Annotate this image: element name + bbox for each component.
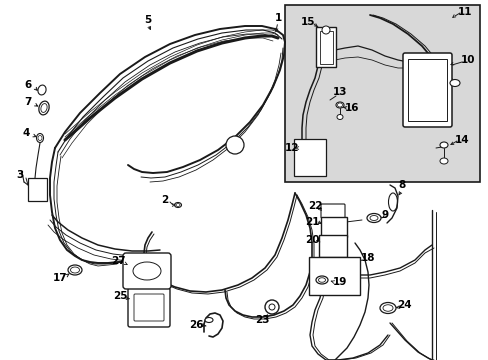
Ellipse shape <box>449 80 459 86</box>
Text: 24: 24 <box>396 300 410 310</box>
Ellipse shape <box>382 305 392 311</box>
Ellipse shape <box>336 114 342 120</box>
Circle shape <box>268 304 274 310</box>
Text: 5: 5 <box>144 15 151 25</box>
Text: 16: 16 <box>344 103 359 113</box>
Text: 17: 17 <box>53 273 67 283</box>
Ellipse shape <box>335 102 343 108</box>
FancyBboxPatch shape <box>27 177 46 201</box>
Ellipse shape <box>337 103 342 107</box>
Text: 6: 6 <box>24 80 32 90</box>
Circle shape <box>321 26 329 34</box>
FancyBboxPatch shape <box>318 235 346 257</box>
Text: 2: 2 <box>161 195 168 205</box>
FancyBboxPatch shape <box>407 59 446 121</box>
Ellipse shape <box>176 203 180 207</box>
Text: 4: 4 <box>22 128 30 138</box>
Text: 18: 18 <box>360 253 374 263</box>
Ellipse shape <box>39 101 49 115</box>
Text: 12: 12 <box>284 143 299 153</box>
Text: 13: 13 <box>332 87 346 97</box>
Ellipse shape <box>379 302 395 314</box>
Ellipse shape <box>315 276 327 284</box>
FancyBboxPatch shape <box>308 256 359 294</box>
Text: 20: 20 <box>304 235 319 245</box>
Ellipse shape <box>70 267 80 273</box>
Text: 26: 26 <box>188 320 203 330</box>
Ellipse shape <box>38 135 42 140</box>
Ellipse shape <box>439 158 447 164</box>
Bar <box>285 5 479 182</box>
Ellipse shape <box>38 85 46 95</box>
Text: 14: 14 <box>454 135 468 145</box>
Ellipse shape <box>204 318 213 323</box>
FancyBboxPatch shape <box>319 31 332 63</box>
FancyBboxPatch shape <box>293 139 325 176</box>
Text: 3: 3 <box>16 170 23 180</box>
Text: 27: 27 <box>110 256 125 266</box>
FancyBboxPatch shape <box>134 294 163 321</box>
FancyBboxPatch shape <box>315 27 335 67</box>
Text: 1: 1 <box>274 13 281 23</box>
Text: 25: 25 <box>113 291 127 301</box>
Ellipse shape <box>41 104 47 112</box>
Ellipse shape <box>133 262 161 280</box>
FancyBboxPatch shape <box>320 217 346 237</box>
Circle shape <box>264 300 279 314</box>
Ellipse shape <box>439 142 447 148</box>
Text: 11: 11 <box>457 7 471 17</box>
Ellipse shape <box>366 213 380 222</box>
Ellipse shape <box>174 202 181 207</box>
Text: 21: 21 <box>304 217 319 227</box>
FancyBboxPatch shape <box>128 288 170 327</box>
Text: 9: 9 <box>381 210 388 220</box>
Ellipse shape <box>37 134 43 143</box>
Text: 19: 19 <box>332 277 346 287</box>
FancyBboxPatch shape <box>402 53 451 127</box>
Text: 7: 7 <box>24 97 32 107</box>
FancyBboxPatch shape <box>123 253 171 289</box>
Text: 23: 23 <box>254 315 269 325</box>
Ellipse shape <box>68 265 82 275</box>
Text: 8: 8 <box>398 180 405 190</box>
Text: 15: 15 <box>300 17 315 27</box>
Ellipse shape <box>318 278 325 282</box>
Text: 10: 10 <box>460 55 474 65</box>
Ellipse shape <box>369 216 377 220</box>
Text: 22: 22 <box>307 201 322 211</box>
FancyBboxPatch shape <box>320 204 345 218</box>
Circle shape <box>225 136 244 154</box>
